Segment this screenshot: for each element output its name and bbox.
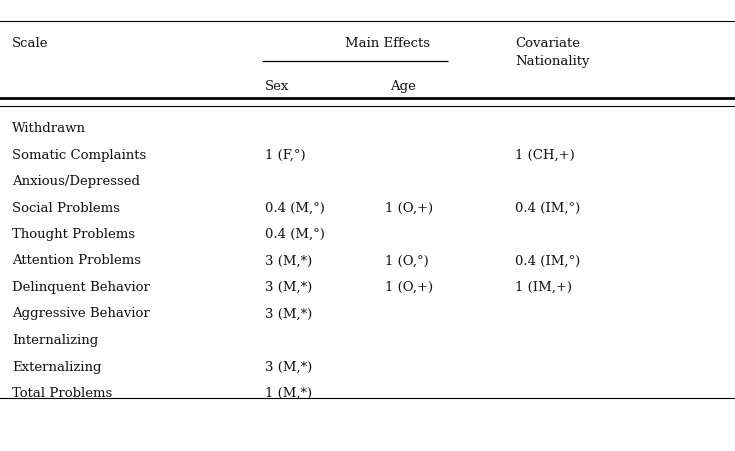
Text: 0.4 (IM,°): 0.4 (IM,°) (515, 254, 580, 267)
Text: 0.4 (IM,°): 0.4 (IM,°) (515, 201, 580, 214)
Text: Social Problems: Social Problems (12, 201, 120, 214)
Text: Aggressive Behavior: Aggressive Behavior (12, 307, 150, 320)
Text: Attention Problems: Attention Problems (12, 254, 141, 267)
Text: Sex: Sex (265, 80, 290, 93)
Text: 1 (IM,+): 1 (IM,+) (515, 281, 572, 293)
Text: Somatic Complaints: Somatic Complaints (12, 148, 146, 161)
Text: 1 (F,°): 1 (F,°) (265, 148, 306, 161)
Text: 0.4 (M,°): 0.4 (M,°) (265, 201, 325, 214)
Text: Thought Problems: Thought Problems (12, 227, 135, 240)
Text: Anxious/Depressed: Anxious/Depressed (12, 175, 140, 188)
Text: Age: Age (390, 80, 416, 93)
Text: Internalizing: Internalizing (12, 333, 98, 346)
Text: Delinquent Behavior: Delinquent Behavior (12, 281, 150, 293)
Text: 1 (CH,+): 1 (CH,+) (515, 148, 575, 161)
Text: 1 (O,+): 1 (O,+) (385, 281, 433, 293)
Text: 1 (O,+): 1 (O,+) (385, 201, 433, 214)
Text: Covariate
Nationality: Covariate Nationality (515, 37, 589, 68)
Text: Withdrawn: Withdrawn (12, 122, 86, 135)
Text: 3 (M,*): 3 (M,*) (265, 307, 312, 320)
Text: 1 (O,°): 1 (O,°) (385, 254, 429, 267)
Text: Externalizing: Externalizing (12, 360, 101, 373)
Text: 3 (M,*): 3 (M,*) (265, 254, 312, 267)
Text: Scale: Scale (12, 37, 49, 50)
Text: 1 (M,*): 1 (M,*) (265, 386, 312, 399)
Text: Main Effects: Main Effects (345, 37, 430, 50)
Text: Total Problems: Total Problems (12, 386, 112, 399)
Text: 3 (M,*): 3 (M,*) (265, 360, 312, 373)
Text: 3 (M,*): 3 (M,*) (265, 281, 312, 293)
Text: 0.4 (M,°): 0.4 (M,°) (265, 227, 325, 240)
